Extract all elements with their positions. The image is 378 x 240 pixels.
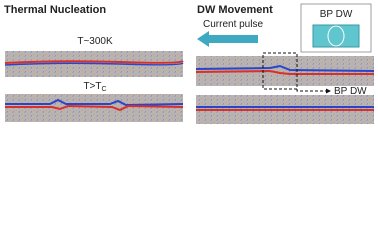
pointer-line xyxy=(296,89,327,92)
micrograph xyxy=(4,51,184,77)
image-label: T>TC xyxy=(83,81,106,93)
inset-label: BP DW xyxy=(320,9,353,20)
pointer-label: BP DW xyxy=(334,86,367,97)
micrograph xyxy=(196,95,374,124)
panel-title: Thermal Nucleation xyxy=(4,4,106,16)
highlight-box xyxy=(262,52,298,90)
inset: BP DW xyxy=(300,3,372,53)
current-arrow xyxy=(197,31,258,47)
panel-title: DW Movement xyxy=(197,4,273,16)
image-label: T~300K xyxy=(77,36,113,47)
figure: Thermal Nucleation T~300K T>TC DW Moveme… xyxy=(4,3,375,124)
micrograph xyxy=(5,94,184,122)
pointer-head xyxy=(326,88,331,94)
micrograph xyxy=(195,56,375,86)
arrow-label: Current pulse xyxy=(203,19,263,30)
